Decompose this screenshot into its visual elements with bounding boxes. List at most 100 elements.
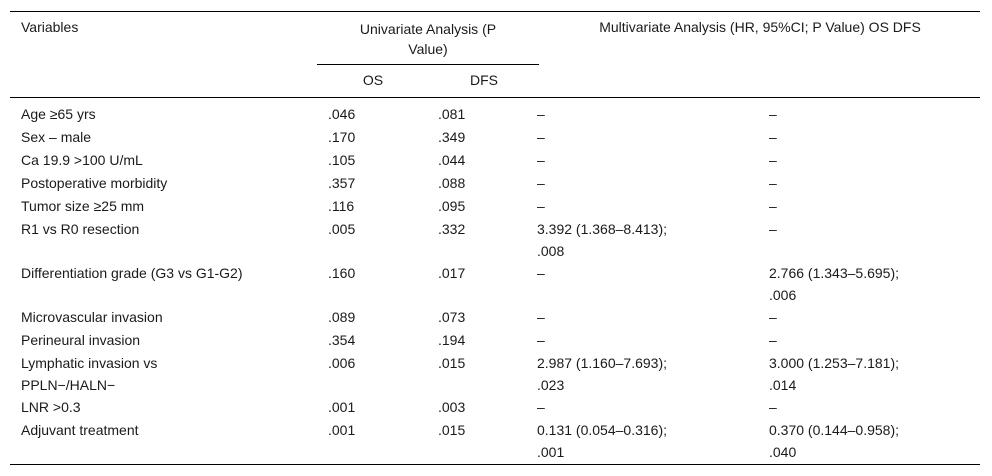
cell-os: .001	[328, 419, 355, 441]
cell-multivariate-dfs: –	[769, 396, 969, 418]
cell-dfs-text: .194	[438, 332, 466, 348]
cell-multivariate-dfs-text: –	[769, 332, 777, 348]
cell-dfs-text: .073	[438, 309, 466, 325]
table-row: Postoperative morbidity .357 .088 – –	[10, 172, 980, 195]
cell-dfs: .015	[438, 352, 465, 374]
cell-dfs-text: .015	[438, 355, 466, 371]
cell-variable: Postoperative morbidity	[21, 172, 311, 194]
cell-os: .354	[328, 329, 355, 351]
header-bottom-rule	[10, 97, 980, 98]
cell-dfs-text: .017	[438, 265, 466, 281]
table-row: Differentiation grade (G3 vs G1-G2) .160.…	[10, 262, 980, 306]
cell-dfs: .044	[438, 149, 465, 171]
cell-os-text: .001	[328, 399, 356, 415]
cell-os-text: .170	[328, 129, 356, 145]
cell-multivariate-dfs: –	[769, 306, 969, 328]
cell-variable-text: Differentiation grade (G3 vs G1-G2)	[21, 265, 243, 281]
cell-multivariate-dfs-text: 2.766 (1.343–5.695);	[769, 265, 899, 281]
cell-os: .089	[328, 306, 355, 328]
cell-multivariate-os-text: –	[537, 175, 545, 191]
cell-dfs-text: .349	[438, 129, 466, 145]
cell-multivariate-os: –	[537, 396, 737, 418]
header-univariate: Univariate Analysis (P Value)	[317, 19, 539, 59]
table-row: Adjuvant treatment .001 .015 0.131 (0.054–0…	[10, 419, 980, 463]
cell-os-text: .105	[328, 152, 356, 168]
cell-multivariate-os-text-line2: .023	[537, 377, 565, 393]
table-row: R1 vs R0 resection .005 .332 3.392 (1.368–8…	[10, 218, 980, 262]
cell-multivariate-dfs: –	[769, 195, 969, 217]
header-variables: Variables	[21, 19, 79, 35]
cell-os: .046	[328, 103, 355, 125]
cell-multivariate-dfs-text-line2: .040	[769, 444, 797, 460]
cell-multivariate-dfs: –	[769, 149, 969, 171]
cell-os-text: .006	[328, 355, 356, 371]
cell-variable: R1 vs R0 resection	[21, 218, 311, 240]
header-os: OS	[362, 72, 384, 88]
cell-multivariate-dfs-text: 0.370 (0.144–0.958);	[769, 422, 899, 438]
cell-dfs: .194	[438, 329, 465, 351]
cell-multivariate-os: –	[537, 329, 737, 351]
cell-variable-text: Postoperative morbidity	[21, 175, 168, 191]
cell-dfs: .017	[438, 262, 465, 284]
cell-os-text: .354	[328, 332, 356, 348]
header-multivariate: Multivariate Analysis (HR, 95%CI; P Valu…	[599, 19, 921, 35]
cell-dfs: .073	[438, 306, 465, 328]
cell-multivariate-dfs: 2.766 (1.343–5.695); .006	[769, 262, 969, 306]
cell-variable: Age ≥65 yrs	[21, 103, 311, 125]
table-row: Ca 19.9 >100 U/mL .105 .044 – –	[10, 149, 980, 172]
cell-multivariate-os-text-line2: .001	[537, 444, 565, 460]
cell-multivariate-os: –	[537, 195, 737, 217]
cell-variable-text: Microvascular invasion	[21, 309, 163, 325]
cell-multivariate-os-text: –	[537, 198, 545, 214]
cell-dfs-text: .088	[438, 175, 466, 191]
cell-multivariate-os-text: –	[537, 332, 545, 348]
cell-variable: Sex – male	[21, 126, 311, 148]
cell-multivariate-dfs: –	[769, 172, 969, 194]
cell-multivariate-os: –	[537, 306, 737, 328]
bottom-rule	[10, 464, 980, 465]
cell-multivariate-dfs: 0.370 (0.144–0.958); .040	[769, 419, 969, 463]
cell-os: .116	[328, 195, 354, 217]
cell-variable-text-line2: PPLN−/HALN−	[21, 377, 116, 393]
cell-os-text: .116	[328, 198, 355, 214]
univariate-subrule	[317, 64, 539, 65]
header-univariate-line2: Value)	[408, 41, 448, 57]
cell-variable: Tumor size ≥25 mm	[21, 195, 311, 217]
cell-multivariate-dfs-text: –	[769, 198, 777, 214]
cell-multivariate-dfs-text-line2: .014	[769, 377, 797, 393]
table-row: Tumor size ≥25 mm .116 .095 – –	[10, 195, 980, 218]
cell-multivariate-dfs: –	[769, 103, 969, 125]
cell-multivariate-os: 3.392 (1.368–8.413); .008	[537, 218, 737, 262]
cell-multivariate-dfs-text: –	[769, 399, 777, 415]
cell-multivariate-dfs-text: –	[769, 221, 777, 237]
table-body: Age ≥65 yrs .046 .081 – – Sex – male .170 .349 –…	[10, 103, 980, 463]
cell-os-text: .357	[328, 175, 356, 191]
cell-dfs: .003	[438, 396, 465, 418]
cell-os: .005	[328, 218, 355, 240]
cell-variable: Ca 19.9 >100 U/mL	[21, 149, 311, 171]
cell-multivariate-dfs: 3.000 (1.253–7.181); .014	[769, 352, 969, 396]
cell-variable-text: Sex – male	[21, 129, 92, 145]
cell-multivariate-os: –	[537, 126, 737, 148]
cell-multivariate-dfs: –	[769, 126, 969, 148]
cell-os: .170	[328, 126, 355, 148]
cell-os: .006	[328, 352, 355, 374]
cell-multivariate-os: 2.987 (1.160–7.693); .023	[537, 352, 737, 396]
cell-multivariate-dfs-text: –	[769, 175, 777, 191]
cell-multivariate-os-text: –	[537, 106, 545, 122]
cell-variable-text: R1 vs R0 resection	[21, 221, 140, 237]
cell-dfs-text: .332	[438, 221, 466, 237]
table-row: Perineural invasion .354 .194 – –	[10, 329, 980, 352]
cell-dfs-text: .081	[438, 106, 466, 122]
cell-multivariate-os-text: –	[537, 129, 545, 145]
cell-os: .001	[328, 396, 355, 418]
cell-multivariate-dfs: –	[769, 218, 969, 240]
cell-multivariate-os: –	[537, 103, 737, 125]
cell-multivariate-os: –	[537, 172, 737, 194]
header-univariate-line1: Univariate Analysis (P	[359, 21, 497, 37]
cell-dfs: .081	[438, 103, 465, 125]
cell-dfs-text: .044	[438, 152, 466, 168]
cell-variable-text: Tumor size ≥25 mm	[21, 198, 145, 214]
cell-multivariate-os-text: 2.987 (1.160–7.693);	[537, 355, 667, 371]
cell-variable: Lymphatic invasion vs PPLN−/HALN−	[21, 352, 311, 396]
